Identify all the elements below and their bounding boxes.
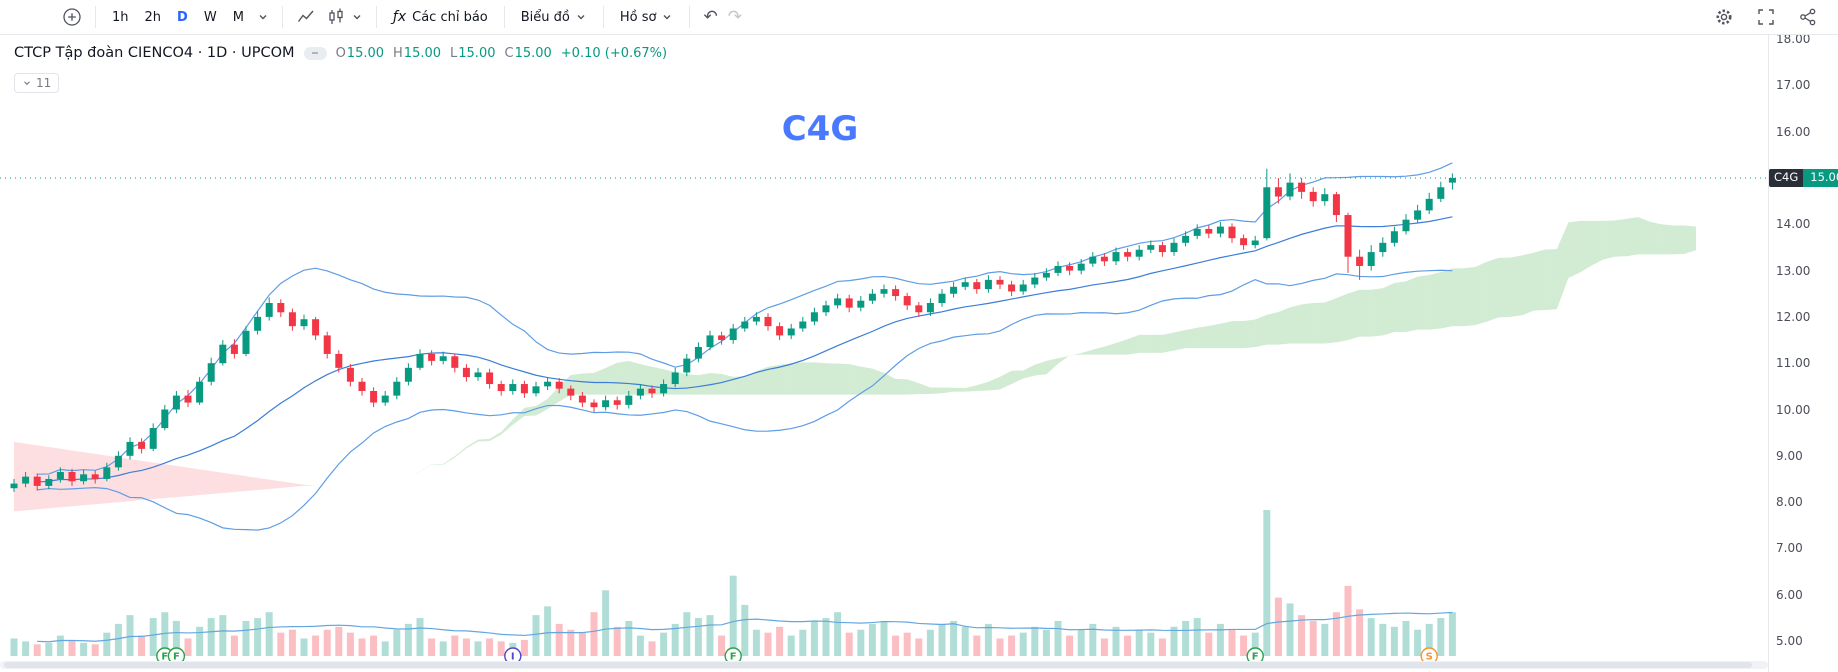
timeframe-menu-button[interactable] <box>253 7 273 27</box>
chart-menu-label: Biểu đồ <box>520 9 570 25</box>
svg-text:F: F <box>1252 652 1259 663</box>
fx-icon: ƒx <box>392 9 407 25</box>
timeframe-1h-button[interactable]: 1h <box>105 6 136 29</box>
scrollbar-thumb[interactable] <box>4 662 1752 668</box>
toolbar-separator <box>95 6 96 28</box>
close-value: C15.00 <box>504 45 552 61</box>
timeframe-1d-button[interactable]: D <box>170 6 195 29</box>
toolbar-separator <box>689 6 691 28</box>
svg-text:F: F <box>173 652 180 663</box>
price-axis-border <box>1768 35 1769 672</box>
low-value: L15.00 <box>450 45 496 61</box>
change-value: +0.10 (+0.67%) <box>560 45 668 61</box>
fullscreen-icon <box>1758 9 1774 25</box>
toolbar-separator <box>503 6 505 28</box>
open-value: O15.00 <box>335 45 385 61</box>
line-chart-icon <box>297 10 314 22</box>
timeframe-1m-button[interactable]: M <box>226 6 251 29</box>
gear-icon <box>1716 9 1732 25</box>
indicator-count: 11 <box>36 76 52 90</box>
legend-hide-button[interactable] <box>303 46 327 60</box>
svg-text:F: F <box>730 652 737 663</box>
minus-icon <box>312 52 319 54</box>
line-chart-type-button[interactable] <box>292 3 320 31</box>
bollinger-middle-band <box>37 216 1453 483</box>
fullscreen-button[interactable] <box>1752 3 1780 31</box>
chevron-down-icon <box>577 15 585 20</box>
badge-price: 15.00 <box>1803 169 1838 187</box>
candlestick-icon <box>329 8 343 24</box>
candles <box>10 168 1456 492</box>
symbol-title[interactable]: CTCP Tập đoàn CIENCO4 · 1D · UPCOM <box>14 45 295 61</box>
event-marker-s[interactable]: S <box>1420 647 1438 665</box>
timeframe-1w-button[interactable]: W <box>197 6 224 29</box>
candlestick-type-button[interactable] <box>322 3 367 31</box>
volume-ma-line <box>37 611 1453 643</box>
indicators-collapse-button[interactable]: 11 <box>14 73 60 93</box>
chart-menu-button[interactable]: Biểu đồ <box>514 6 594 29</box>
toolbar-right-group <box>1710 3 1828 31</box>
profile-menu-button[interactable]: Hồ sơ <box>613 6 681 29</box>
ohlc-values: O15.00 H15.00 L15.00 C15.00 +0.10 (+0.67… <box>336 46 668 61</box>
symbol-legend: CTCP Tập đoàn CIENCO4 · 1D · UPCOM O15.0… <box>14 45 667 61</box>
plus-circle-icon <box>63 8 81 26</box>
top-toolbar: 1h 2h D W M <box>0 0 1838 35</box>
undo-button[interactable]: ↶ <box>699 5 721 30</box>
toolbar-separator <box>602 6 604 28</box>
bollinger-lower-band <box>37 269 1453 531</box>
profile-menu-label: Hồ sơ <box>619 9 657 25</box>
settings-button[interactable] <box>1710 3 1738 31</box>
indicators-button[interactable]: ƒx Các chỉ báo <box>386 5 495 29</box>
event-marker-i[interactable]: I <box>504 647 522 665</box>
last-price-badge: C4G 15.00 <box>1769 169 1838 187</box>
svg-text:F: F <box>161 652 168 663</box>
horizontal-scrollbar[interactable] <box>0 661 1768 669</box>
redo-icon: ↷ <box>727 6 742 27</box>
svg-text:I: I <box>511 652 515 663</box>
volume-bars <box>10 510 1456 656</box>
add-symbol-button[interactable] <box>58 3 86 31</box>
chevron-down-icon <box>353 15 361 20</box>
toolbar-separator <box>375 6 377 28</box>
chevron-down-icon <box>24 81 30 86</box>
indicators-label: Các chỉ báo <box>412 9 488 25</box>
high-value: H15.00 <box>393 45 442 61</box>
share-icon <box>1800 8 1816 26</box>
badge-symbol: C4G <box>1769 169 1804 187</box>
chevron-down-icon <box>663 15 671 20</box>
svg-text:S: S <box>1426 652 1433 663</box>
toolbar-separator <box>281 6 283 28</box>
redo-button[interactable]: ↷ <box>724 5 746 30</box>
timeframe-2h-button[interactable]: 2h <box>138 6 169 29</box>
share-button[interactable] <box>1794 3 1822 31</box>
undo-icon: ↶ <box>703 6 718 27</box>
chevron-down-icon <box>259 15 267 20</box>
ichimoku-cloud <box>14 217 1696 512</box>
